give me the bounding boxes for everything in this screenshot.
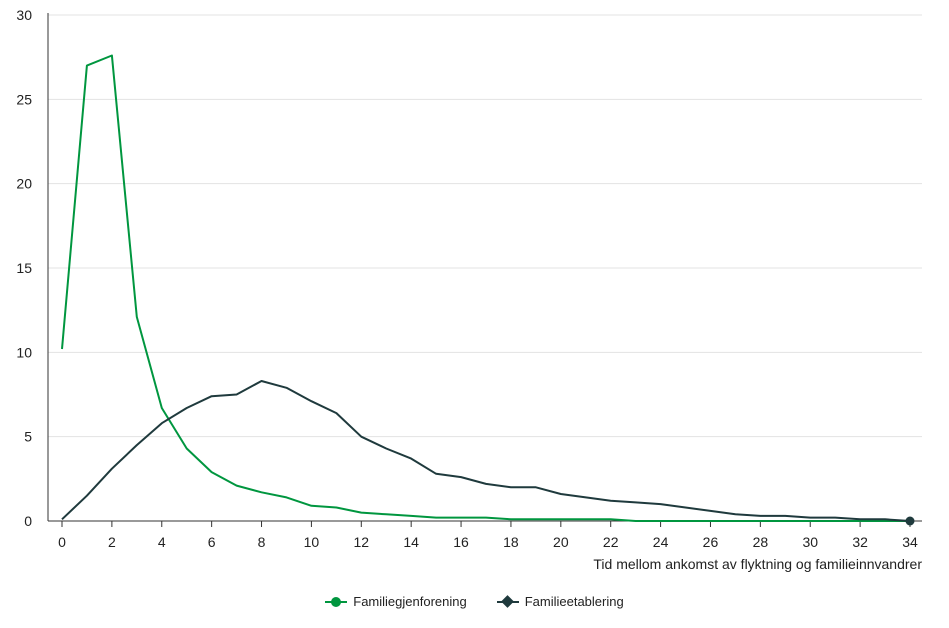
x-tick-label: 10	[304, 534, 320, 550]
legend-item-familieetablering[interactable]: Familieetablering	[496, 594, 624, 609]
legend: Familiegjenforening Familieetablering	[0, 594, 949, 609]
end-marker	[905, 516, 915, 526]
x-tick-label: 12	[354, 534, 370, 550]
legend-label: Familiegjenforening	[353, 594, 467, 609]
y-tick-label: 30	[16, 7, 32, 23]
y-tick-label: 25	[16, 91, 32, 107]
x-tick-label: 20	[553, 534, 569, 550]
y-tick-label: 15	[16, 260, 32, 276]
x-tick-label: 16	[453, 534, 469, 550]
x-tick-label: 0	[58, 534, 66, 550]
x-tick-label: 14	[403, 534, 419, 550]
y-tick-label: 5	[24, 429, 32, 445]
series-familieetablering	[61, 380, 911, 522]
legend-circle-marker-icon	[325, 596, 348, 607]
x-tick-label: 28	[753, 534, 769, 550]
x-tick-label: 22	[603, 534, 619, 550]
x-tick-label: 4	[158, 534, 166, 550]
x-tick-label: 26	[703, 534, 719, 550]
x-tick-label: 2	[108, 534, 116, 550]
series-familiegjenforening	[61, 54, 910, 522]
legend-item-familiegjenforening[interactable]: Familiegjenforening	[325, 594, 467, 609]
x-tick-label: 6	[208, 534, 216, 550]
y-tick-label: 20	[16, 176, 32, 192]
x-tick-label: 32	[852, 534, 868, 550]
x-tick-label: 34	[902, 534, 918, 550]
y-axis-ticks: 0 5 10 15 20 25 30	[16, 7, 32, 529]
x-tick-label: 18	[503, 534, 519, 550]
x-tick-label: 24	[653, 534, 669, 550]
y-tick-label: 10	[16, 344, 32, 360]
x-tick-label: 30	[802, 534, 818, 550]
series-line	[61, 54, 910, 522]
series-line	[61, 380, 911, 522]
legend-label: Familieetablering	[524, 594, 624, 609]
x-axis-ticks: 0 2 4 6 8 10 12 14 16 18 20 22 24 26 28 30 32 34	[58, 521, 918, 550]
x-axis-label: Tid mellom ankomst av flyktning og famil…	[593, 556, 922, 572]
y-tick-label: 0	[24, 513, 32, 529]
series-lines	[61, 54, 915, 526]
x-tick-label: 8	[258, 534, 266, 550]
gridlines	[48, 14, 922, 438]
axes	[47, 13, 922, 522]
legend-diamond-marker-icon	[496, 594, 519, 608]
